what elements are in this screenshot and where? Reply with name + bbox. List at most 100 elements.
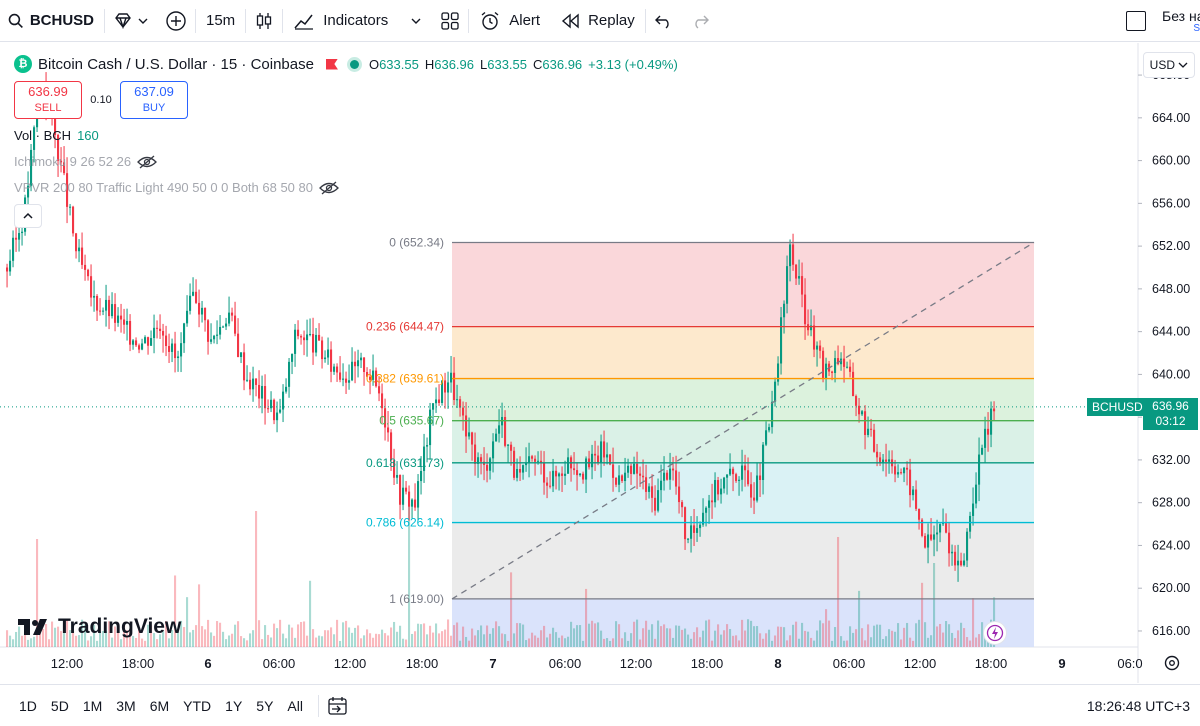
replay-button[interactable]: Replay: [550, 0, 645, 42]
interval-button[interactable]: 15m: [196, 0, 245, 42]
redo-button[interactable]: [682, 0, 718, 42]
price-axis-label[interactable]: 628.00: [1152, 496, 1190, 510]
volume-bar: [339, 640, 342, 647]
time-axis-label[interactable]: 12:00: [51, 656, 84, 671]
price-axis-label[interactable]: 624.00: [1152, 538, 1190, 552]
price-axis-label[interactable]: 640.00: [1152, 367, 1190, 381]
price-axis-label[interactable]: 652.00: [1152, 239, 1190, 253]
time-axis-label[interactable]: 8: [774, 656, 781, 671]
price-axis-label[interactable]: 620.00: [1152, 581, 1190, 595]
range-ytd[interactable]: YTD: [183, 698, 212, 714]
candle-body: [303, 337, 306, 341]
range-5d[interactable]: 5D: [50, 698, 69, 714]
price-axis-label[interactable]: 656.00: [1152, 196, 1190, 210]
candle-body: [423, 446, 426, 471]
candle-body: [801, 276, 804, 295]
fib-level-label[interactable]: 0.786 (626.14): [366, 516, 444, 530]
sell-button[interactable]: 636.99 SELL: [14, 81, 82, 119]
range-3m[interactable]: 3M: [116, 698, 136, 714]
candle-body: [63, 162, 66, 174]
alert-button[interactable]: Alert: [469, 0, 550, 42]
fib-level-label[interactable]: 0.618 (631.73): [366, 456, 444, 470]
candle-body: [972, 503, 975, 516]
eye-hidden-icon[interactable]: [319, 181, 339, 195]
volume-bar: [783, 627, 786, 647]
time-axis-label[interactable]: 06:0: [1117, 656, 1142, 671]
ichimoku-legend[interactable]: Ichimoku 9 26 52 26: [14, 154, 157, 169]
volume-bar: [939, 623, 942, 647]
chart-settings-icon[interactable]: [1164, 655, 1180, 671]
collapse-legend-button[interactable]: [14, 204, 42, 228]
range-6m[interactable]: 6M: [149, 698, 170, 714]
vpvr-legend[interactable]: VPVR 200 80 Traffic Light 490 50 0 0 Bot…: [14, 180, 339, 195]
range-1m[interactable]: 1M: [82, 698, 103, 714]
market-status-icon[interactable]: [349, 59, 359, 69]
volume-bar: [441, 631, 444, 647]
currency-button[interactable]: USD: [1143, 52, 1195, 78]
time-axis-label[interactable]: 06:00: [549, 656, 582, 671]
range-5y[interactable]: 5Y: [256, 698, 274, 714]
undo-button[interactable]: [646, 0, 682, 42]
indicators-button[interactable]: Indicators: [283, 0, 432, 42]
fib-level-label[interactable]: 1 (619.00): [389, 592, 444, 606]
price-axis-label[interactable]: 616.00: [1152, 624, 1190, 638]
price-axis-label[interactable]: 644.00: [1152, 325, 1190, 339]
fib-level-label[interactable]: 0 (652.34): [389, 235, 444, 249]
volume-bar: [210, 632, 213, 647]
candle-body: [309, 333, 312, 335]
calendar-goto-icon[interactable]: [327, 696, 349, 716]
fib-trend-line[interactable]: [451, 241, 1035, 600]
price-axis-label[interactable]: 664.00: [1152, 111, 1190, 125]
legend-title[interactable]: Bitcoin Cash / U.S. Dollar · 15 · Coinba…: [38, 55, 314, 73]
volume-value: 160: [77, 128, 99, 143]
range-all[interactable]: All: [287, 698, 303, 714]
flag-icon[interactable]: [325, 58, 338, 70]
volume-bar: [303, 621, 306, 647]
fib-level-label[interactable]: 0.382 (639.61): [366, 372, 444, 386]
templates-button[interactable]: [432, 0, 468, 42]
time-axis-label[interactable]: 9: [1058, 656, 1065, 671]
time-axis-label[interactable]: 18:00: [406, 656, 439, 671]
fib-level-label[interactable]: 0.5 (635.67): [379, 414, 444, 428]
candle-body: [870, 428, 873, 430]
candle-body: [888, 459, 891, 462]
chart-pane[interactable]: 0 (652.34) 0.236 (644.47) 0.382 (639.61) 0.…: [0, 43, 1200, 683]
volume-bar: [99, 631, 102, 647]
time-axis-label[interactable]: 06:00: [833, 656, 866, 671]
range-1y[interactable]: 1Y: [225, 698, 243, 714]
fib-level-label[interactable]: 0.236 (644.47): [366, 320, 444, 334]
candle-body: [945, 523, 948, 533]
add-symbol-button[interactable]: [157, 0, 195, 42]
compare-symbol-button[interactable]: [105, 0, 157, 42]
candle-body: [624, 472, 627, 482]
price-axis-label[interactable]: 648.00: [1152, 282, 1190, 296]
volume-bar: [159, 634, 162, 647]
time-axis-label[interactable]: 18:00: [975, 656, 1008, 671]
range-1d[interactable]: 1D: [19, 698, 37, 714]
time-axis-label[interactable]: 12:00: [904, 656, 937, 671]
time-axis-label[interactable]: 18:00: [691, 656, 724, 671]
clock[interactable]: 18:26:48 UTC+3: [1086, 698, 1190, 714]
time-axis-label[interactable]: 12:00: [620, 656, 653, 671]
price-axis-label[interactable]: 660.00: [1152, 154, 1190, 168]
lightning-button[interactable]: [983, 621, 1007, 645]
layout-name-button[interactable]: Без на S: [1162, 9, 1200, 34]
volume-bar: [828, 620, 831, 647]
volume-legend[interactable]: Vol · BCH 160: [14, 128, 99, 143]
price-axis-label[interactable]: 632.00: [1152, 453, 1190, 467]
time-axis-label[interactable]: 7: [489, 656, 496, 671]
buy-button[interactable]: 637.09 BUY: [120, 81, 188, 119]
time-axis-label[interactable]: 6: [204, 656, 211, 671]
candle-body: [930, 534, 933, 540]
time-axis-label[interactable]: 06:00: [263, 656, 296, 671]
price-chart[interactable]: 0 (652.34) 0.236 (644.47) 0.382 (639.61) 0.…: [0, 43, 1200, 683]
layout-toggle-button[interactable]: [1126, 11, 1146, 31]
volume-bar: [789, 635, 792, 647]
time-axis-label[interactable]: 12:00: [334, 656, 367, 671]
eye-hidden-icon[interactable]: [137, 155, 157, 169]
symbol-search-button[interactable]: BCHUSD: [0, 0, 104, 42]
chart-type-button[interactable]: [246, 0, 282, 42]
volume-bar: [843, 640, 846, 647]
time-axis-label[interactable]: 18:00: [122, 656, 155, 671]
tradingview-watermark[interactable]: TradingView: [18, 615, 181, 639]
